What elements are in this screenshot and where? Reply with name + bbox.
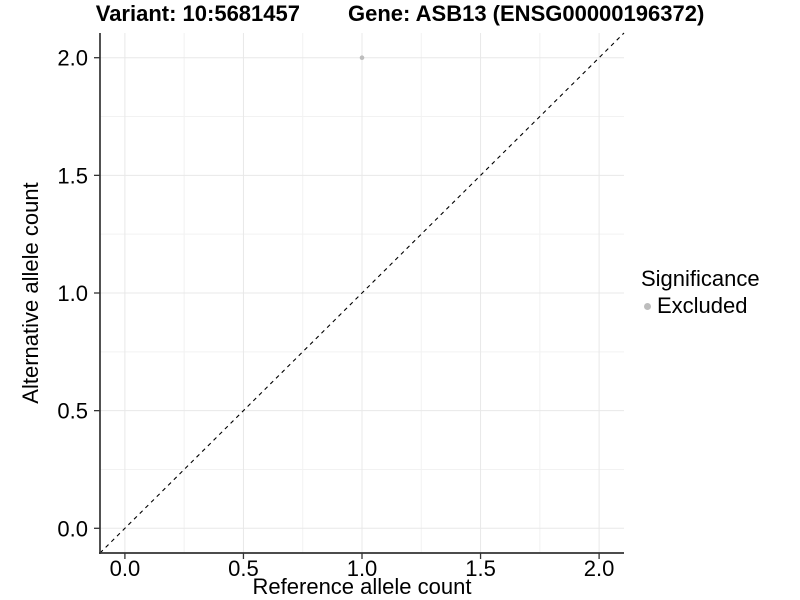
y-tick-label: 1.0 bbox=[57, 281, 88, 306]
identity-dashed-line bbox=[99, 32, 625, 554]
excluded-point-icon bbox=[644, 302, 651, 310]
y-tick-label: 0.5 bbox=[57, 399, 88, 424]
legend-title: Significance bbox=[641, 266, 760, 291]
x-axis-label: Reference allele count bbox=[252, 574, 472, 599]
legend-item-label: Excluded bbox=[657, 293, 748, 318]
y-tick-label: 0.0 bbox=[57, 516, 88, 541]
legend: Significance Excluded bbox=[641, 266, 760, 319]
y-axis-label: Alternative allele count bbox=[18, 182, 43, 404]
data-point-excluded bbox=[359, 55, 365, 61]
plot-title-gene: Gene: ASB13 (ENSG00000196372) bbox=[348, 1, 705, 26]
x-tick-label: 0.0 bbox=[110, 556, 141, 581]
legend-item-excluded: Excluded bbox=[641, 293, 760, 319]
x-tick-label: 1.0 bbox=[347, 556, 378, 581]
y-tick-label: 2.0 bbox=[57, 46, 88, 71]
x-tick-label: 2.0 bbox=[584, 556, 615, 581]
plot-title-variant: Variant: 10:5681457 bbox=[95, 1, 300, 26]
y-tick-label: 1.5 bbox=[57, 163, 88, 188]
plot-title: Variant: 10:5681457 Gene: ASB13 (ENSG000… bbox=[0, 1, 800, 27]
x-tick-label: 1.5 bbox=[465, 556, 496, 581]
x-tick-label: 0.5 bbox=[228, 556, 259, 581]
